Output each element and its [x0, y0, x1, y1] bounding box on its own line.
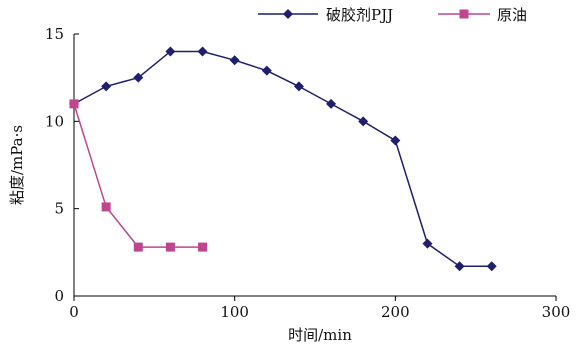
data-point [198, 242, 208, 252]
series-1 [69, 46, 497, 272]
data-point [165, 242, 175, 252]
x-tick-label: 300 [542, 303, 571, 321]
y-tick-label: 0 [54, 287, 64, 305]
data-point [358, 116, 369, 127]
data-point [422, 238, 433, 249]
y-tick-label: 10 [45, 112, 64, 130]
y-tick-label: 5 [54, 200, 64, 218]
legend: 破胶剂PJJ 原油 [258, 6, 527, 24]
legend-marker-square-icon [459, 9, 469, 19]
data-point [261, 65, 272, 76]
data-point [293, 81, 304, 92]
x-tick-label: 200 [381, 303, 410, 321]
x-axis-title: 时间/min [288, 326, 352, 344]
data-point [486, 261, 497, 272]
legend-label-series-2: 原油 [497, 6, 527, 24]
data-point [197, 46, 208, 57]
data-point [101, 202, 111, 212]
series-line-1 [73, 50, 492, 268]
x-tick-label: 100 [220, 303, 249, 321]
legend-marker-diamond-icon [283, 9, 293, 19]
data-point [390, 135, 401, 146]
series-layer [69, 46, 497, 272]
data-point [133, 72, 144, 83]
data-point [326, 98, 337, 109]
series-2 [69, 99, 208, 252]
x-tick-label: 0 [69, 303, 79, 321]
legend-label-series-1: 破胶剂PJJ [326, 6, 393, 24]
axis-ticks: 0 5 10 15 0 100 200 300 [45, 25, 570, 321]
data-point [165, 46, 176, 57]
data-point [69, 99, 79, 109]
data-point [101, 81, 112, 92]
axes [73, 34, 556, 297]
data-point [454, 261, 465, 272]
y-tick-label: 15 [45, 25, 64, 43]
y-axis-title: 粘度/mPa·s [8, 125, 26, 205]
data-point [229, 55, 240, 66]
data-point [133, 242, 143, 252]
series-line-2 [73, 103, 203, 248]
legend-item-series-2: 原油 [438, 6, 527, 24]
legend-item-series-1: 破胶剂PJJ [258, 6, 393, 24]
